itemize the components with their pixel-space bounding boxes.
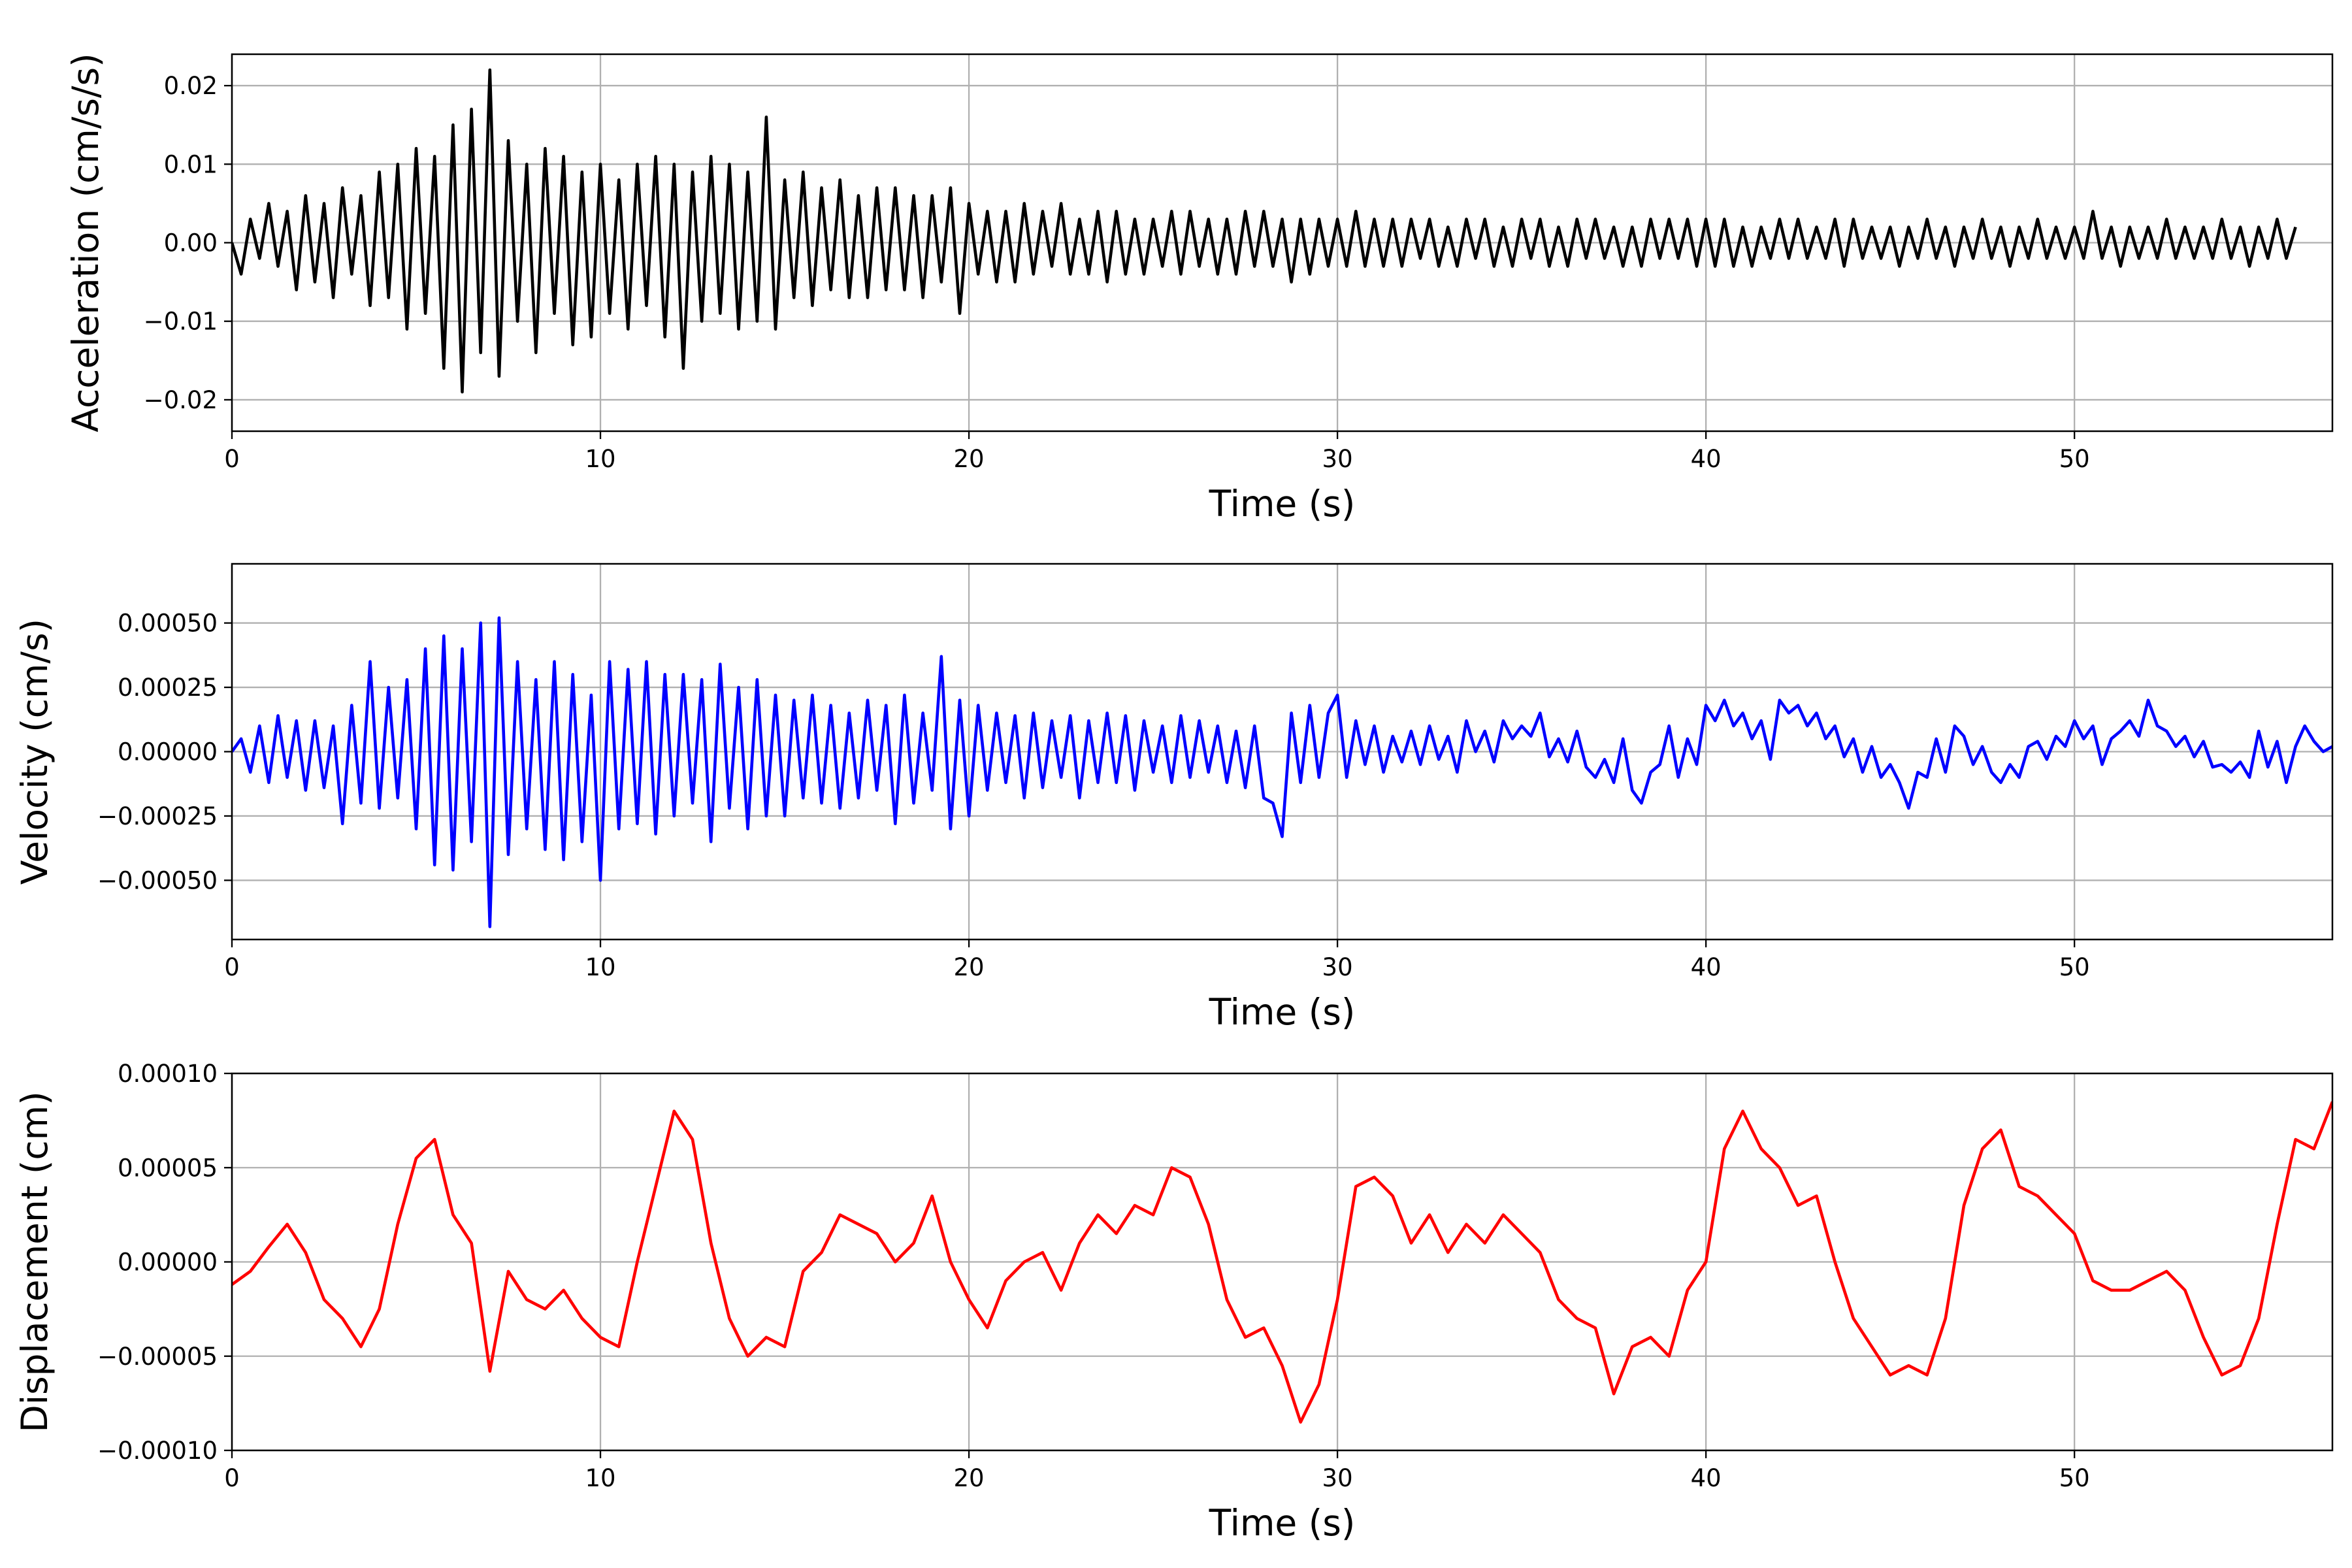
x-tick-label: 10 bbox=[585, 953, 615, 981]
acceleration-x-axis-label: Time (s) bbox=[1209, 483, 1356, 525]
y-tick-label: −0.01 bbox=[144, 308, 218, 336]
x-tick-label: 10 bbox=[585, 445, 615, 473]
y-tick-label: 0.00050 bbox=[118, 610, 218, 638]
x-tick-label: 50 bbox=[2059, 445, 2090, 473]
y-tick-label: 0.00000 bbox=[118, 738, 218, 766]
acceleration-y-axis-label: Acceleration (cm/s/s) bbox=[65, 53, 106, 432]
velocity-y-axis-label: Velocity (cm/s) bbox=[14, 619, 56, 885]
x-tick-label: 40 bbox=[1691, 1464, 1722, 1492]
y-tick-label: 0.00025 bbox=[118, 674, 218, 702]
displacement-panel: 0 10 20 30 40 50 −0.00010 −0.00005 0.00000 0.0000… bbox=[14, 1060, 2334, 1544]
y-tick-label: −0.00010 bbox=[97, 1437, 218, 1465]
x-tick-label: 10 bbox=[585, 1464, 615, 1492]
displacement-x-axis-label: Time (s) bbox=[1209, 1502, 1356, 1544]
acceleration-series-line bbox=[232, 68, 2297, 394]
y-tick-label: 0.00 bbox=[164, 229, 218, 257]
displacement-y-axis-label: Displacement (cm) bbox=[14, 1091, 56, 1432]
velocity-x-axis-label: Time (s) bbox=[1209, 991, 1356, 1033]
x-tick-label: 40 bbox=[1691, 953, 1722, 981]
x-tick-label: 40 bbox=[1691, 445, 1722, 473]
velocity-panel: 0 10 20 30 40 50 −0.00050 −0.00025 0.00000 0.0002… bbox=[14, 563, 2334, 1033]
displacement-series-line bbox=[232, 1101, 2332, 1424]
x-tick-label: 30 bbox=[1322, 953, 1353, 981]
x-tick-label: 0 bbox=[224, 953, 240, 981]
y-tick-label: 0.00010 bbox=[118, 1060, 218, 1088]
y-tick-label: 0.01 bbox=[164, 150, 218, 178]
x-tick-label: 30 bbox=[1322, 1464, 1353, 1492]
x-tick-label: 20 bbox=[954, 445, 985, 473]
x-tick-label: 30 bbox=[1322, 445, 1353, 473]
x-tick-label: 0 bbox=[224, 445, 240, 473]
x-tick-label: 50 bbox=[2059, 953, 2090, 981]
y-tick-label: 0.00000 bbox=[118, 1249, 218, 1277]
y-tick-label: −0.02 bbox=[144, 386, 218, 414]
y-tick-label: −0.00025 bbox=[97, 802, 218, 830]
x-tick-label: 20 bbox=[954, 1464, 985, 1492]
x-tick-label: 50 bbox=[2059, 1464, 2090, 1492]
y-tick-label: 0.02 bbox=[164, 72, 218, 100]
x-tick-label: 20 bbox=[954, 953, 985, 981]
velocity-series-line bbox=[232, 616, 2332, 928]
y-tick-label: −0.00005 bbox=[97, 1343, 218, 1371]
x-tick-label: 0 bbox=[224, 1464, 240, 1492]
acceleration-panel: 0 10 20 30 40 50 −0.02 −0.01 0.00 0.01 0.02 Time (s… bbox=[65, 53, 2334, 525]
y-tick-label: −0.00050 bbox=[97, 866, 218, 894]
y-tick-label: 0.00005 bbox=[118, 1154, 218, 1182]
